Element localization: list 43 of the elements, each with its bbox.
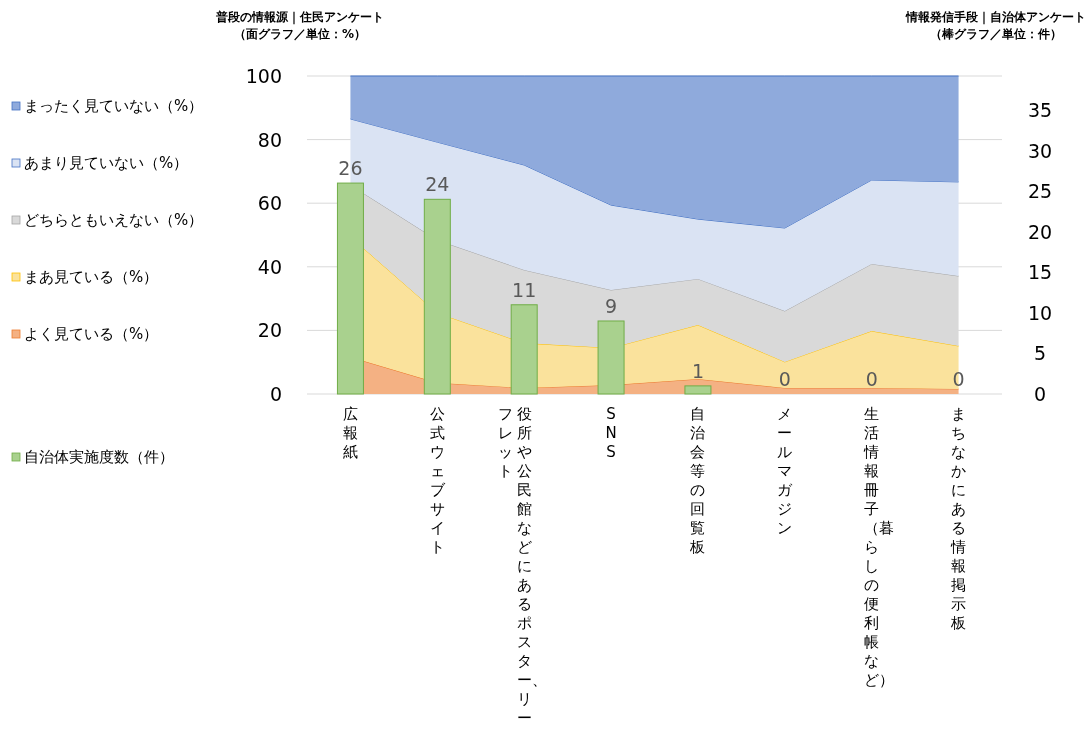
x-tick-label: 広報紙 (342, 405, 358, 462)
y-tick-label: 60 (257, 192, 282, 215)
x-tick-label: 公式ウェブサイト (429, 405, 445, 557)
y-tick-label: 80 (257, 128, 282, 151)
bar (336, 182, 364, 395)
y2-tick-label: 25 (1027, 180, 1053, 203)
legend-label: まあ見ている（%） (24, 268, 159, 286)
y2-tick-label: 0 (1033, 383, 1047, 405)
legend-label: まったく見ていない（%） (24, 97, 204, 115)
y2-tick-label: 15 (1027, 261, 1053, 284)
y2-tick-label: 5 (1033, 342, 1047, 365)
data-label: 1 (691, 359, 704, 382)
y2-tick-label: 20 (1027, 220, 1053, 243)
bar (510, 304, 538, 395)
y2-tick-label: 10 (1027, 301, 1053, 324)
legend-label: 自治体実施度数（件） (24, 448, 174, 466)
category-label: 役所や公民館などにあるポスター、リーフレット (497, 405, 547, 727)
y-tick-label: 20 (257, 319, 282, 342)
category-label: まちなかにある情報掲示板 (951, 405, 967, 632)
bar (423, 198, 451, 395)
y-axis-title: 普段の情報源｜住民アンケート（面グラフ／単位：%） (215, 9, 385, 43)
data-label: 9 (605, 294, 618, 317)
legend-label: あまり見ていない（%） (24, 154, 189, 172)
y2-tick-label: 30 (1027, 139, 1053, 162)
y2-axis-title: 情報発信手段｜自治体アンケート（棒グラフ／単位：件） (904, 9, 1087, 43)
data-label: 0 (952, 368, 965, 390)
bar (684, 385, 712, 395)
x-tick-label: 自治会等の回覧板 (690, 405, 706, 557)
y-tick-label: 40 (257, 255, 282, 278)
data-label: 11 (512, 278, 537, 301)
bar (597, 320, 625, 395)
legend-label: どちらともいえない（%） (24, 211, 204, 229)
y2-tick-label: 35 (1027, 99, 1053, 122)
x-tick-label: SNS (604, 405, 618, 462)
category-label: 生活情報冊子（暮らしの便利帳など） (864, 405, 895, 689)
y-tick-label: 0 (269, 383, 282, 405)
data-label: 26 (338, 157, 363, 180)
data-label: 0 (865, 368, 878, 390)
data-label: 0 (778, 368, 791, 390)
data-label: 24 (425, 173, 450, 196)
y-tick-label: 100 (245, 65, 282, 87)
legend-label: よく見ている（%） (24, 325, 159, 343)
x-tick-label: メールマガジン (777, 405, 793, 538)
